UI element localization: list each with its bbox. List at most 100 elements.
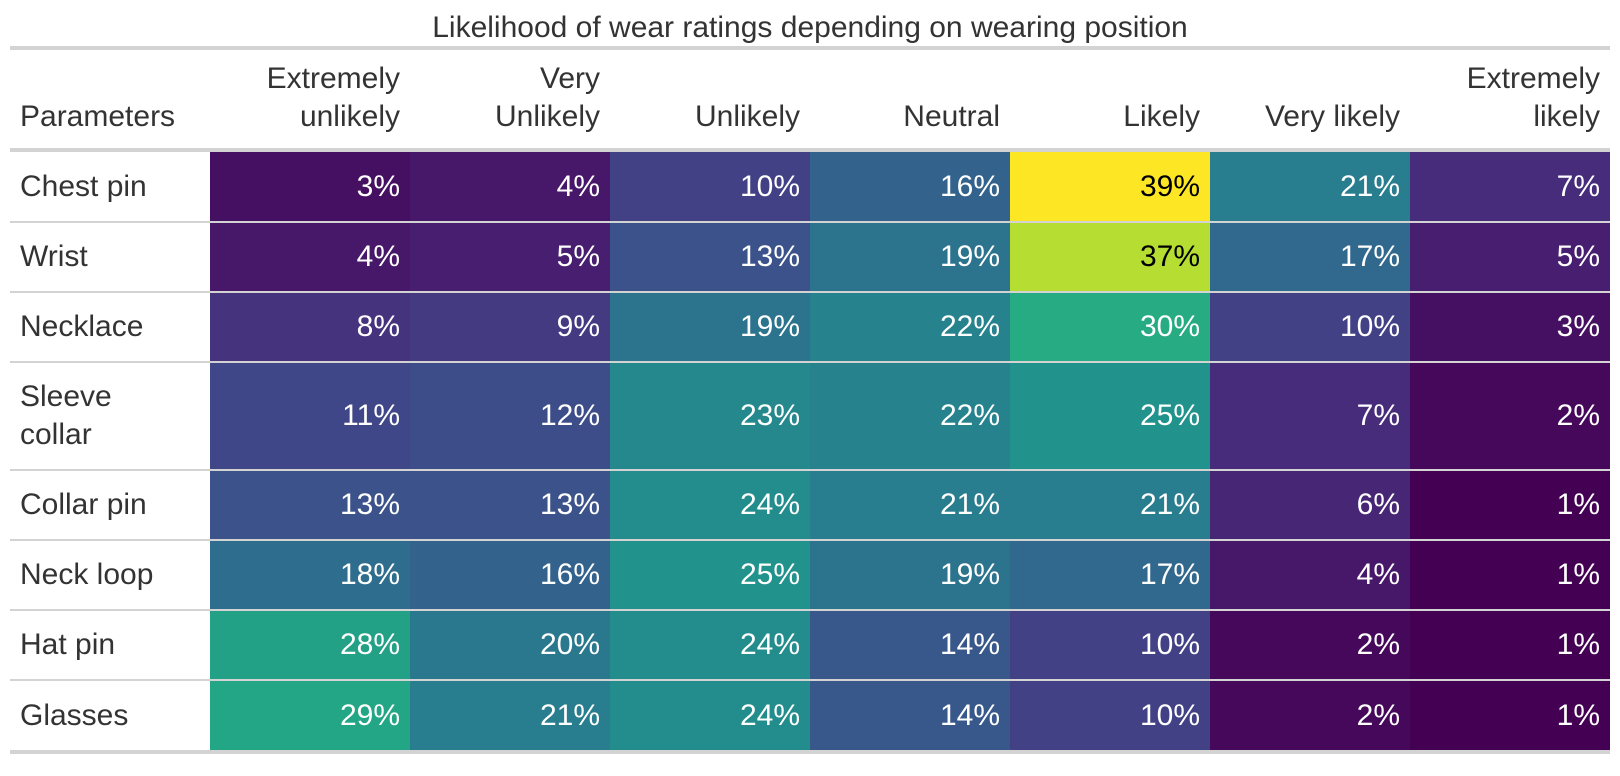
heatmap-cell: 10% [1010,679,1210,750]
header-rule [10,148,1610,152]
heatmap-cell: 2% [1210,609,1410,680]
column-header-line [820,60,1000,98]
table-row: Necklace 8% 9% 19% 22% 30% 10% 3% [10,291,1610,362]
column-header-line: Unlikely [494,100,600,133]
header-row: Parameters Extremely unlikely Very Unlikely… [10,50,1610,148]
heatmap-cell: 37% [1010,221,1210,292]
heatmap-cell: 3% [1410,291,1610,362]
heatmap-cell: 13% [410,469,610,540]
row-label-neck-loop: Neck loop [10,539,210,610]
heatmap-table: Parameters Extremely unlikely Very Unlikely… [10,50,1610,148]
heatmap-cell: 19% [810,539,1010,610]
column-header-line: Extremely [1466,62,1600,95]
column-header-line: Very [539,62,600,95]
heatmap-cell: 39% [1010,152,1210,222]
heatmap-cell: 18% [210,539,410,610]
heatmap-cell: 14% [810,679,1010,750]
row-label-line: Sleeve [20,380,112,413]
table-row: Collar pin 13% 13% 24% 21% 21% 6% 1% [10,469,1610,540]
heatmap-cell: 29% [210,679,410,750]
heatmap-cell: 7% [1210,361,1410,470]
heatmap-cell: 24% [610,469,810,540]
heatmap-cell: 30% [1010,291,1210,362]
table-row: Sleeve collar 11% 12% 23% 22% 25% 7% 2% [10,361,1610,470]
heatmap-cell: 21% [810,469,1010,540]
top-rule [10,46,1610,50]
column-header-very-unlikely: Very Unlikely [410,50,610,148]
row-label-collar-pin: Collar pin [10,469,210,540]
heatmap-cell: 25% [1010,361,1210,470]
bottom-rule [10,750,1610,754]
heatmap-cell: 7% [1410,152,1610,222]
heatmap-cell: 5% [1410,221,1610,292]
heatmap-cell: 5% [410,221,610,292]
heatmap-cell: 11% [210,361,410,470]
column-header-line [1020,60,1200,98]
table-body: Chest pin 3% 4% 10% 16% 39% 21% 7% Wrist 4% 5% 13% 1… [10,152,1610,750]
table-row: Glasses 29% 21% 24% 14% 10% 2% 1% [10,679,1610,750]
column-header-very-likely: Very likely [1210,50,1410,148]
row-label-necklace: Necklace [10,291,210,362]
column-header-extremely-likely: Extremely likely [1410,50,1610,148]
heatmap-body-table: Chest pin 3% 4% 10% 16% 39% 21% 7% Wrist 4% 5% 13% 1… [10,152,1610,750]
table-row: Neck loop 18% 16% 25% 19% 17% 4% 1% [10,539,1610,610]
heatmap-cell: 17% [1010,539,1210,610]
heatmap-cell: 24% [610,609,810,680]
chart-title: Likelihood of wear ratings depending on … [432,11,1188,44]
column-header-line: unlikely [299,100,400,133]
row-label-line: collar [20,418,92,451]
row-label-sleeve-collar: Sleeve collar [10,361,210,470]
heatmap-cell: 10% [610,152,810,222]
table-container: Likelihood of wear ratings depending on … [10,0,1610,754]
heatmap-cell: 24% [610,679,810,750]
column-header-line: likely [1533,100,1600,133]
heatmap-cell: 14% [810,609,1010,680]
row-label-hat-pin: Hat pin [10,609,210,680]
column-header-line: Extremely [266,62,400,95]
heatmap-cell: 13% [210,469,410,540]
heatmap-cell: 25% [610,539,810,610]
heatmap-cell: 28% [210,609,410,680]
heatmap-cell: 21% [410,679,610,750]
heatmap-cell: 4% [210,221,410,292]
heatmap-cell: 8% [210,291,410,362]
column-header-line: Likely [1123,100,1200,133]
column-header-line [1220,60,1400,98]
column-header-line: Neutral [903,100,1000,133]
heatmap-cell: 10% [1010,609,1210,680]
heatmap-cell: 1% [1410,539,1610,610]
column-header-neutral: Neutral [810,50,1010,148]
heatmap-cell: 13% [610,221,810,292]
column-header-line: Unlikely [694,100,800,133]
heatmap-cell: 22% [810,361,1010,470]
heatmap-cell: 22% [810,291,1010,362]
heatmap-cell: 1% [1410,469,1610,540]
row-label-wrist: Wrist [10,221,210,292]
table-row: Chest pin 3% 4% 10% 16% 39% 21% 7% [10,152,1610,222]
heatmap-cell: 2% [1410,361,1610,470]
heatmap-cell: 16% [810,152,1010,222]
heatmap-cell: 20% [410,609,610,680]
column-header-line [620,60,800,98]
heatmap-cell: 9% [410,291,610,362]
column-header-extremely-unlikely: Extremely unlikely [210,50,410,148]
heatmap-cell: 12% [410,361,610,470]
column-header-line: Very likely [1264,100,1400,133]
heatmap-cell: 1% [1410,609,1610,680]
heatmap-cell: 19% [810,221,1010,292]
heatmap-cell: 16% [410,539,610,610]
heatmap-cell: 2% [1210,679,1410,750]
heatmap-cell: 6% [1210,469,1410,540]
heatmap-cell: 4% [1210,539,1410,610]
heatmap-cell: 21% [1010,469,1210,540]
table-row: Hat pin 28% 20% 24% 14% 10% 2% 1% [10,609,1610,680]
heatmap-cell: 23% [610,361,810,470]
heatmap-cell: 3% [210,152,410,222]
heatmap-cell: 1% [1410,679,1610,750]
table-row: Wrist 4% 5% 13% 19% 37% 17% 5% [10,221,1610,292]
heatmap-cell: 19% [610,291,810,362]
column-header-unlikely: Unlikely [610,50,810,148]
row-label-glasses: Glasses [10,679,210,750]
column-header-parameters: Parameters [20,100,176,133]
column-header-likely: Likely [1010,50,1210,148]
